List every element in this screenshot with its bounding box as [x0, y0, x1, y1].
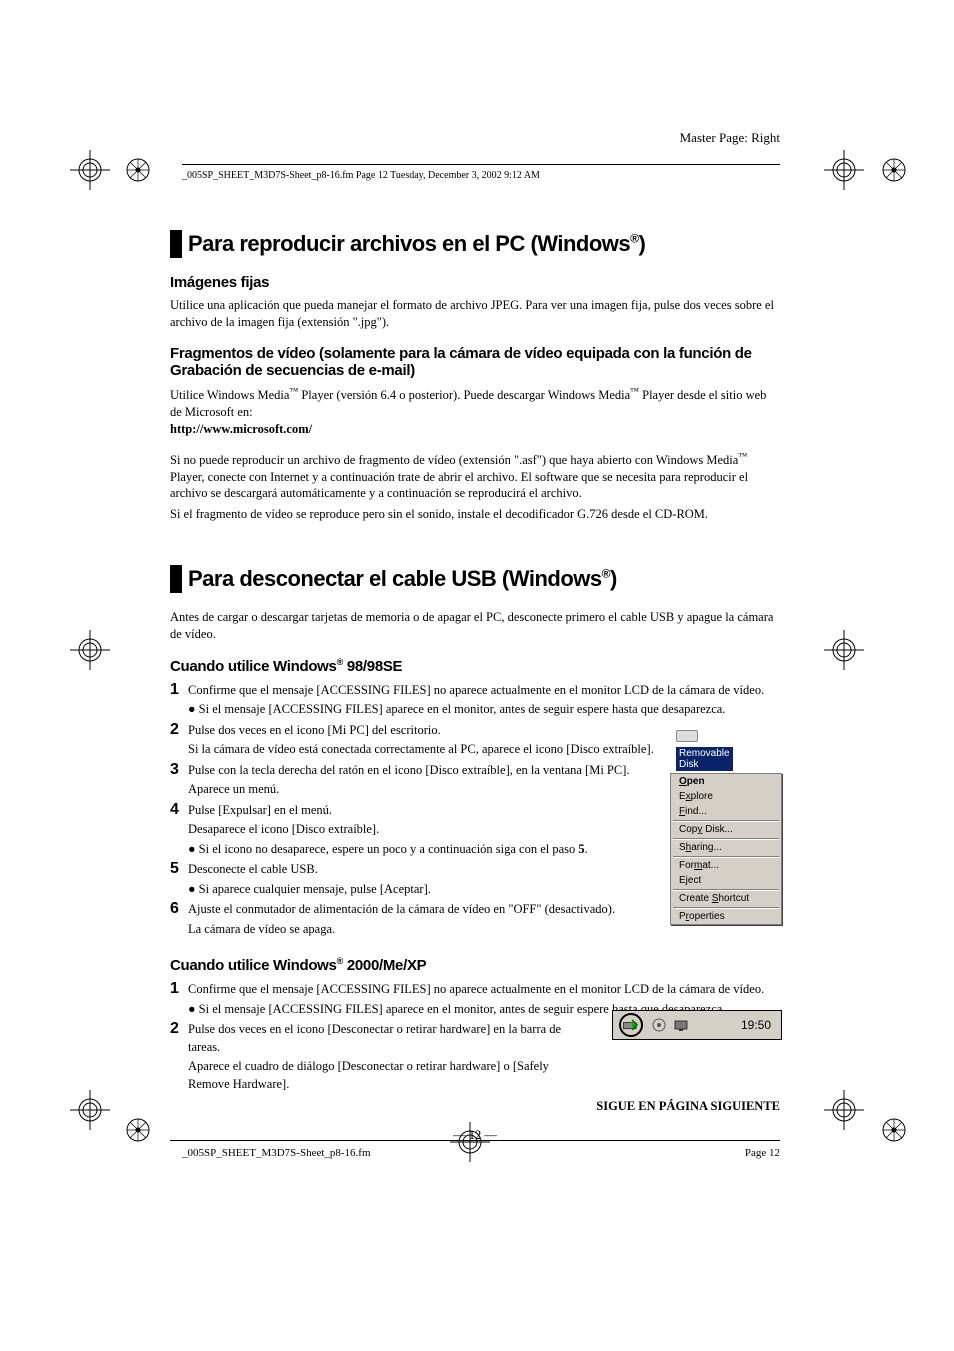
ctx-item-explore[interactable]: Explore — [671, 789, 781, 804]
subhead-imagenes: Imágenes fijas — [170, 274, 780, 291]
step-number: 5 — [170, 860, 188, 878]
ctx-item-open[interactable]: Open — [671, 774, 781, 789]
subhead-fragmentos: Fragmentos de vídeo (solamente para la c… — [170, 345, 780, 379]
crop-mark-icon — [824, 150, 864, 190]
ctx-item-find[interactable]: Find... — [671, 804, 781, 819]
step-number: 2 — [170, 1020, 188, 1038]
subhead-win2000: Cuando utilice Windows® 2000/Me/XP — [170, 956, 780, 974]
dot-mark-icon — [882, 158, 906, 182]
step-number: 6 — [170, 900, 188, 918]
header-rule — [182, 164, 780, 165]
step-number: 1 — [170, 681, 188, 699]
body-fragmentos-1: Utilice Windows Media™ Player (versión 6… — [170, 385, 780, 438]
crop-mark-icon — [70, 1090, 110, 1130]
registered-symbol: ® — [630, 232, 638, 246]
step-a1: Confirme que el mensaje [ACCESSING FILES… — [188, 682, 780, 700]
crop-mark-icon — [70, 630, 110, 670]
section2-title-text: Para desconectar el cable USB (Windows — [188, 566, 602, 591]
context-menu: Open Explore Find... Copy Disk... Sharin… — [670, 773, 782, 925]
step-a1b: ● Si el mensaje [ACCESSING FILES] aparec… — [188, 701, 780, 719]
footer-page: Page 12 — [745, 1147, 780, 1159]
dot-mark-icon — [126, 158, 150, 182]
dot-mark-icon — [882, 1118, 906, 1142]
taskbar-figure: 19:50 — [612, 1010, 782, 1040]
tray-icon[interactable] — [673, 1017, 689, 1033]
step-number: 2 — [170, 721, 188, 739]
page-number: — 12 — — [170, 1128, 780, 1143]
title-bar-icon — [170, 230, 182, 258]
crop-mark-icon — [70, 150, 110, 190]
master-page-label: Master Page: Right — [680, 130, 780, 146]
microsoft-url: http://www.microsoft.com/ — [170, 422, 312, 436]
dot-mark-icon — [126, 1118, 150, 1142]
body-imagenes: Utilice una aplicación que pueda manejar… — [170, 297, 780, 331]
tray-icon[interactable] — [651, 1017, 667, 1033]
body-fragmentos-2: Si no puede reproducir un archivo de fra… — [170, 450, 780, 503]
section-title-2: Para desconectar el cable USB (Windows®) — [170, 565, 780, 593]
section-title-1: Para reproducir archivos en el PC (Windo… — [170, 230, 780, 258]
step-number: 4 — [170, 801, 188, 819]
ctx-item-eject[interactable]: Eject — [671, 873, 781, 888]
ctx-item-copy-disk[interactable]: Copy Disk... — [671, 822, 781, 837]
ctx-item-sharing[interactable]: Sharing... — [671, 840, 781, 855]
ctx-item-format[interactable]: Format... — [671, 858, 781, 873]
ctx-item-create-shortcut[interactable]: Create Shortcut — [671, 891, 781, 906]
registered-symbol: ® — [602, 567, 610, 581]
section2-intro: Antes de cargar o descargar tarjetas de … — [170, 609, 780, 643]
taskbar-clock: 19:50 — [741, 1018, 775, 1032]
body-fragmentos-3: Si el fragmento de vídeo se reproduce pe… — [170, 506, 780, 523]
footer-rule — [170, 1140, 780, 1141]
step-b1: Confirme que el mensaje [ACCESSING FILES… — [188, 981, 780, 999]
ctx-item-properties[interactable]: Properties — [671, 909, 781, 924]
step-number: 1 — [170, 980, 188, 998]
footer-file: _005SP_SHEET_M3D7S-Sheet_p8-16.fm — [182, 1147, 371, 1159]
crop-mark-icon — [824, 1090, 864, 1130]
continue-note: SIGUE EN PÁGINA SIGUIENTE — [170, 1099, 780, 1114]
context-menu-figure: RemovableDisk Open Explore Find... Copy … — [670, 730, 782, 925]
section2-title-post: ) — [610, 566, 617, 591]
disk-label: RemovableDisk — [676, 747, 733, 771]
step-b2b: Aparece el cuadro de diálogo [Desconecta… — [188, 1058, 780, 1093]
footer: _005SP_SHEET_M3D7S-Sheet_p8-16.fm Page 1… — [182, 1147, 780, 1159]
subhead-win98: Cuando utilice Windows® 98/98SE — [170, 657, 780, 675]
step-number: 3 — [170, 761, 188, 779]
removable-disk-icon — [676, 730, 698, 742]
section1-title-post: ) — [639, 231, 646, 256]
crop-mark-icon — [824, 630, 864, 670]
section1-title-text: Para reproducir archivos en el PC (Windo… — [188, 231, 630, 256]
header-file-line: _005SP_SHEET_M3D7S-Sheet_p8-16.fm Page 1… — [182, 170, 540, 181]
unplug-hardware-icon[interactable] — [619, 1013, 643, 1037]
title-bar-icon — [170, 565, 182, 593]
